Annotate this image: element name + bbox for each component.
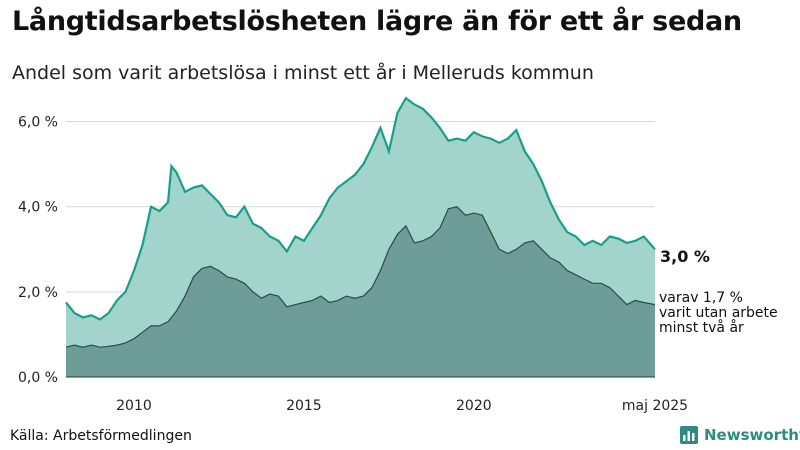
y-tick-labels: 0,0 % 2,0 % 4,0 % 6,0 % <box>18 115 58 386</box>
total-line <box>65 96 656 321</box>
x-tick-label: maj 2025 <box>622 398 688 414</box>
y-tick-label: 4,0 % <box>18 200 58 216</box>
chart-logo-icon <box>680 426 698 444</box>
x-tick-labels: 2010 2015 2020 maj 2025 <box>116 398 688 414</box>
long-term-label-line: minst två år <box>659 319 744 336</box>
total-end-label: 3,0 % <box>660 247 710 266</box>
brand-logo: Newsworthy <box>680 426 800 444</box>
x-tick-label: 2020 <box>456 398 492 414</box>
long-term-area <box>66 206 655 377</box>
brand-name: Newsworthy <box>704 426 800 444</box>
chart-subtitle: Andel som varit arbetslösa i minst ett å… <box>12 62 594 84</box>
y-tick-label: 0,0 % <box>18 370 58 386</box>
long-term-label-line: varit utan arbete <box>659 305 778 321</box>
x-tick-label: 2010 <box>116 398 152 414</box>
y-tick-label: 6,0 % <box>18 115 58 131</box>
chart-title: Långtidsarbetslösheten lägre än för ett … <box>12 6 742 37</box>
long-term-line <box>65 206 656 348</box>
x-tick-label: 2015 <box>286 398 322 414</box>
source-note: Källa: Arbetsförmedlingen <box>10 428 192 444</box>
long-term-label-line: varav 1,7 % <box>659 290 743 306</box>
y-tick-label: 2,0 % <box>18 285 58 301</box>
